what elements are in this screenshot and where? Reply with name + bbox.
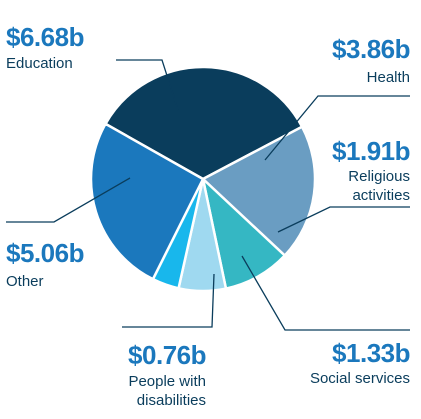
- pie-slices: [89, 65, 317, 293]
- pie-slice-other: [89, 122, 205, 281]
- leader-line-social-services: [241, 255, 410, 331]
- category-label-line: Religious: [348, 168, 410, 185]
- value-label-people-with-disabilities: $0.76b: [128, 340, 206, 370]
- leader-lines: [6, 59, 410, 331]
- category-label-religious-activities: Religious activities: [348, 168, 410, 204]
- leader-line-education: [116, 59, 179, 111]
- category-label-people-with-disabilities: People with disabilities: [128, 373, 206, 409]
- category-label-line: Other: [6, 273, 44, 290]
- category-label-line: People with: [128, 373, 206, 390]
- category-label-line: Education: [6, 55, 73, 72]
- category-label-social-services: Social services: [310, 370, 410, 387]
- value-label-education: $6.68b: [6, 22, 84, 52]
- pie-slice-health: [201, 125, 317, 257]
- value-label-health: $3.86b: [332, 34, 410, 64]
- category-label-line: activities: [352, 187, 410, 204]
- category-label-health: Health: [367, 69, 410, 86]
- leader-line-other: [6, 177, 131, 223]
- category-label-education: Education: [6, 55, 73, 72]
- value-label-social-services: $1.33b: [332, 338, 410, 368]
- category-label-other: Other: [6, 273, 44, 290]
- leader-line-health: [264, 95, 410, 161]
- category-label-line: Health: [367, 69, 410, 86]
- leader-line-religious-activities: [277, 206, 410, 233]
- category-label-line: Social services: [310, 370, 410, 387]
- value-label-religious-activities: $1.91b: [332, 136, 410, 166]
- leader-line-people-with-disabilities: [122, 273, 215, 328]
- value-label-other: $5.06b: [6, 238, 84, 268]
- category-label-line: disabilities: [137, 392, 206, 409]
